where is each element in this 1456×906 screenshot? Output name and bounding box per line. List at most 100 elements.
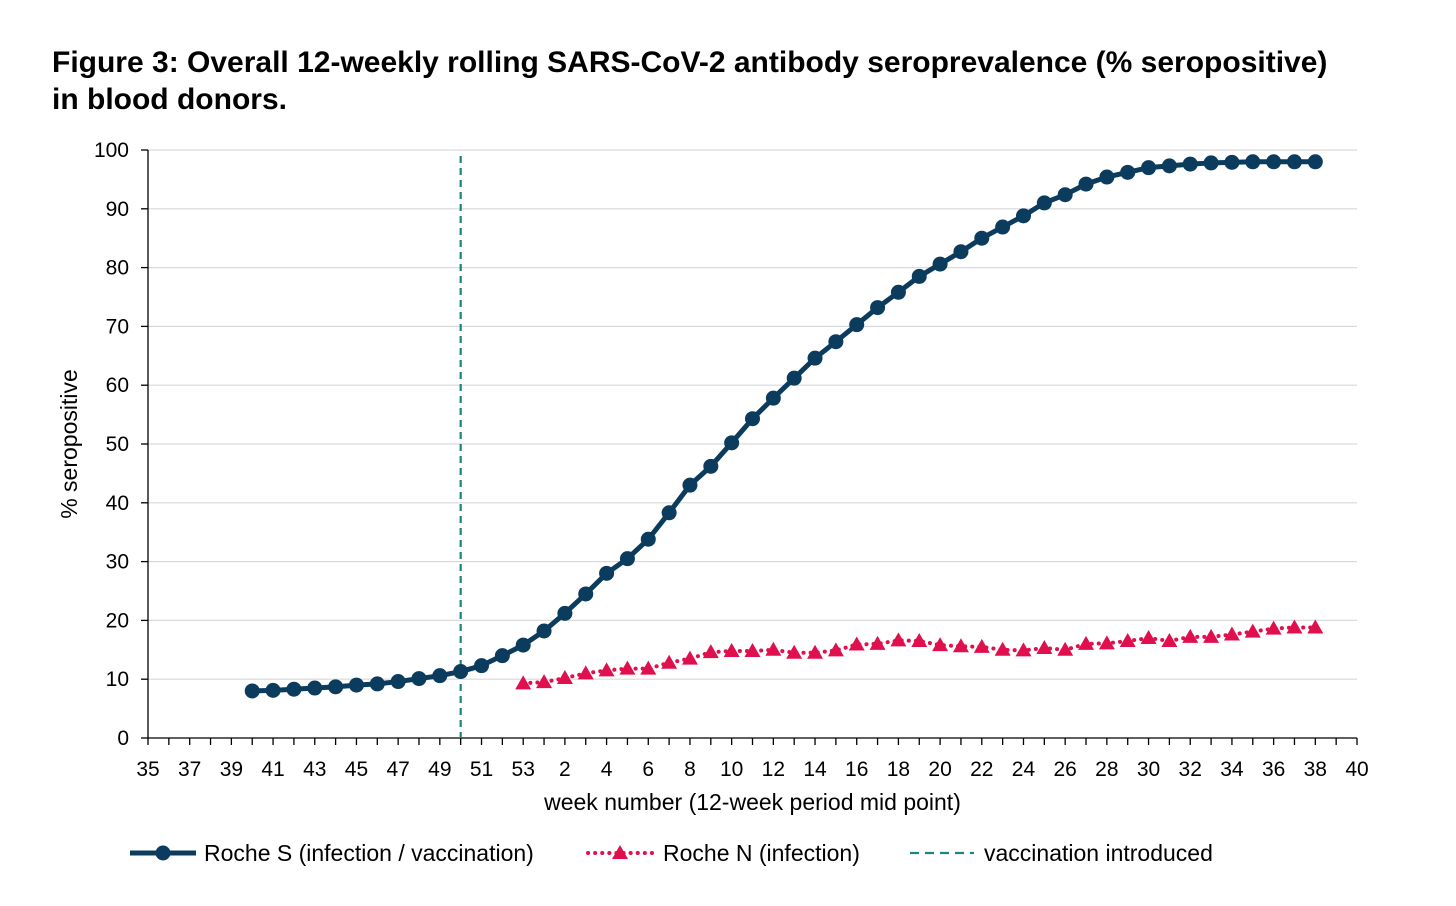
roche-s-point	[1161, 158, 1177, 174]
y-tick-label: 100	[94, 139, 129, 162]
roche-n-point	[1244, 623, 1261, 638]
roche-s-point	[1266, 154, 1282, 170]
x-tick-label: 4	[601, 758, 613, 781]
gridlines	[148, 149, 1357, 680]
y-tick-label: 30	[106, 551, 129, 574]
roche-n-point	[536, 674, 553, 689]
x-tick-label: 41	[261, 758, 284, 781]
roche-s-point	[640, 531, 656, 547]
roche-s-point	[1141, 160, 1157, 176]
roche-n-point	[765, 641, 782, 656]
y-tick-label: 20	[106, 609, 129, 632]
roche-n-point	[807, 644, 824, 659]
roche-s-point	[1203, 155, 1219, 171]
roche-s-point	[911, 268, 927, 284]
roche-n-point	[1140, 630, 1157, 645]
x-tick-label: 43	[303, 758, 326, 781]
roche-s-point	[515, 637, 531, 653]
chart-title: Figure 3: Overall 12-weekly rolling SARS…	[52, 46, 1328, 116]
x-tick-label: 53	[512, 758, 535, 781]
roche-s-point	[244, 683, 260, 699]
roche-s-point	[995, 219, 1011, 235]
roche-s-point	[286, 681, 302, 697]
roche-n-point	[1057, 641, 1074, 656]
roche-s-point	[974, 230, 990, 246]
x-tick-label: 6	[642, 758, 654, 781]
roche-s-point	[265, 682, 281, 698]
axes: 0 10 20 30 40 50 60 70 80 90 100 35 37 39 41 43 45 47 49 51…	[56, 139, 1369, 815]
roche-n-point	[1078, 635, 1095, 650]
roche-n-point	[952, 638, 969, 653]
roche-s-point	[1078, 176, 1094, 192]
x-tick-label: 47	[386, 758, 409, 781]
y-tick-label: 60	[106, 374, 129, 397]
roche-s-point	[307, 680, 323, 696]
y-tick-label: 40	[106, 492, 129, 515]
roche-s-point	[619, 551, 635, 567]
legend: Roche S (infection / vaccination) Roche N…	[130, 840, 1213, 866]
roche-s-point	[661, 505, 677, 521]
legend-roche-n-marker	[612, 845, 628, 859]
roche-s-point	[1057, 187, 1073, 203]
roche-n-point	[723, 642, 740, 657]
roche-s-line	[252, 159, 1316, 694]
roche-n-point	[827, 642, 844, 657]
roche-s-point	[328, 679, 344, 695]
x-tick-label: 49	[428, 758, 451, 781]
roche-s-point	[1120, 164, 1136, 180]
roche-s-point	[494, 648, 510, 664]
roche-s-point	[578, 586, 594, 602]
x-tick-label: 34	[1220, 758, 1244, 781]
roche-n-point	[640, 660, 657, 675]
roche-n-point	[973, 638, 990, 653]
x-tick-label: 2	[559, 758, 571, 781]
x-tick-label: 24	[1012, 758, 1036, 781]
roche-s-point	[682, 477, 698, 493]
x-tick-label: 26	[1053, 758, 1076, 781]
roche-s-point	[474, 658, 490, 674]
roche-s-point	[1286, 154, 1302, 170]
roche-s-point	[786, 370, 802, 386]
y-tick-label: 0	[117, 727, 129, 750]
x-tick-label: 28	[1095, 758, 1118, 781]
roche-s-point	[849, 317, 865, 333]
roche-n-point	[932, 637, 949, 652]
roche-n-point	[869, 635, 886, 650]
roche-s-point	[765, 390, 781, 406]
x-tick-label: 39	[220, 758, 243, 781]
roche-s-point	[369, 676, 385, 692]
roche-s-point	[348, 677, 364, 693]
roche-s-point	[1099, 169, 1115, 185]
roche-n-point	[1307, 619, 1324, 634]
x-tick-label: 8	[684, 758, 696, 781]
roche-n-point	[702, 644, 719, 659]
x-tick-label: 12	[762, 758, 785, 781]
roche-s-point	[411, 671, 427, 687]
roche-n-point	[619, 660, 636, 675]
x-tick-label: 10	[720, 758, 743, 781]
roche-n-point	[911, 632, 928, 647]
x-tick-label: 14	[803, 758, 827, 781]
roche-s-point	[432, 668, 448, 684]
roche-s-point	[870, 300, 886, 316]
x-tick-label: 32	[1179, 758, 1202, 781]
roche-n-point	[661, 654, 678, 669]
x-tick-label: 18	[887, 758, 910, 781]
roche-s-point	[1307, 154, 1323, 170]
roche-s-point	[932, 256, 948, 272]
roche-n-point	[1203, 628, 1220, 643]
roche-n-point	[744, 642, 761, 657]
roche-n-point	[1098, 635, 1115, 650]
roche-s-point	[1015, 208, 1031, 224]
legend-roche-s-marker	[155, 845, 171, 861]
roche-s-point	[1182, 156, 1198, 172]
y-tick-label: 10	[106, 668, 129, 691]
roche-n-point	[681, 650, 698, 665]
x-tick-label: 40	[1345, 758, 1368, 781]
x-tick-label: 35	[136, 758, 159, 781]
x-tick-label: 16	[845, 758, 868, 781]
y-axis-title: % seropositive	[56, 369, 82, 519]
roche-s-point	[828, 334, 844, 350]
roche-s-point	[453, 664, 469, 680]
